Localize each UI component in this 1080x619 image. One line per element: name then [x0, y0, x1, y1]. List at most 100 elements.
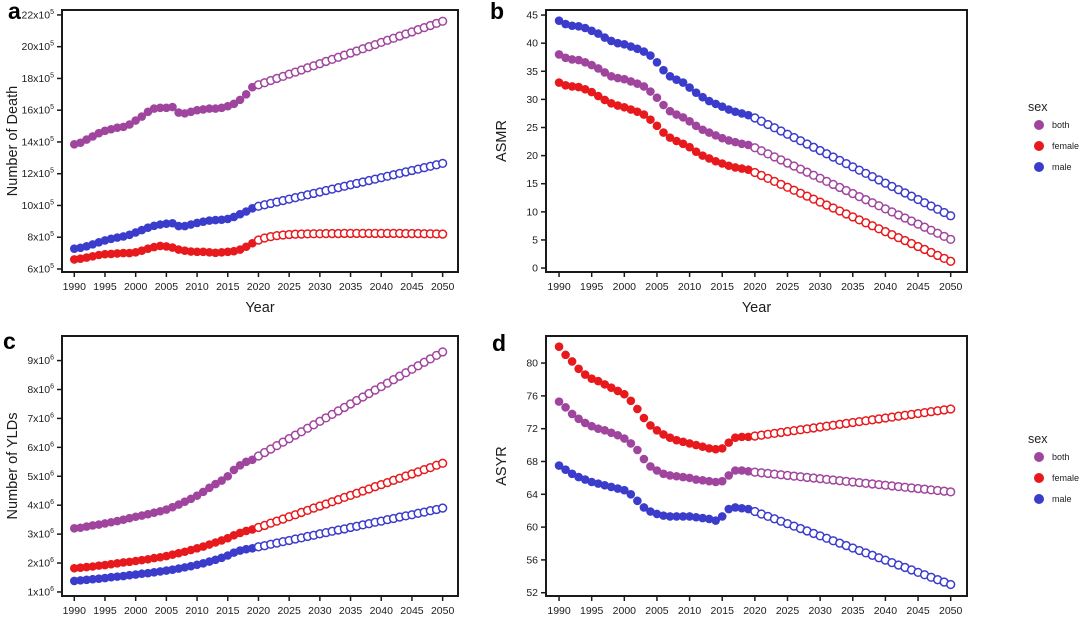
- data-point: [626, 105, 636, 114]
- y-tick-label: 20x105: [21, 41, 54, 54]
- data-point: [737, 109, 747, 118]
- x-tick-label: 2010: [678, 281, 702, 293]
- data-point: [580, 84, 590, 94]
- legend-item-both: both: [1034, 120, 1080, 130]
- data-point: [691, 88, 701, 97]
- y-tick-label: 14x105: [21, 136, 54, 149]
- data-point: [438, 503, 448, 513]
- data-point: [131, 116, 140, 125]
- data-point: [438, 229, 448, 239]
- data-point: [717, 159, 727, 168]
- x-tick-label: 2045: [400, 281, 424, 293]
- y-tick-label: 20: [526, 150, 538, 162]
- x-tick-label: 2010: [678, 605, 702, 617]
- data-point: [600, 480, 610, 490]
- data-point: [730, 433, 740, 442]
- data-point: [698, 92, 707, 102]
- data-point: [652, 426, 662, 435]
- x-tick-label: 2015: [216, 281, 240, 293]
- data-point: [600, 33, 610, 42]
- data-point: [672, 471, 681, 481]
- data-point: [600, 95, 610, 105]
- series-male: [554, 461, 956, 590]
- data-point: [691, 147, 701, 156]
- data-point: [685, 117, 694, 126]
- data-point: [730, 466, 740, 475]
- data-point: [659, 469, 668, 479]
- data-point: [665, 72, 675, 81]
- data-point: [717, 444, 727, 453]
- y-tick-label: 6x106: [27, 441, 54, 454]
- panel-c-plot: 1x106 2x106 3x106 4x106 5x106 6x106 7x106 8x106…: [5, 335, 459, 617]
- data-point: [606, 36, 616, 46]
- legend-item-label: female: [1052, 473, 1080, 483]
- data-point: [652, 509, 662, 519]
- legend-item-label: both: [1052, 452, 1070, 462]
- legend-item-label: male: [1052, 494, 1072, 504]
- data-point: [119, 248, 128, 258]
- data-point: [587, 477, 596, 487]
- plot-border: [61, 9, 459, 273]
- legend-title: sex: [1028, 100, 1048, 114]
- data-point: [205, 248, 214, 257]
- x-tick-label: 1995: [93, 605, 117, 617]
- data-point: [698, 442, 707, 452]
- data-point: [600, 380, 610, 389]
- both-color-dot: [1034, 452, 1044, 462]
- data-point: [229, 99, 239, 109]
- data-point: [438, 458, 448, 468]
- data-point: [724, 161, 734, 171]
- y-tick-label: 68: [526, 456, 538, 468]
- data-point: [711, 444, 721, 454]
- x-tick-label: 2000: [613, 281, 637, 293]
- data-point: [217, 476, 226, 485]
- data-point: [724, 438, 734, 447]
- data-point: [711, 516, 721, 525]
- data-point: [587, 26, 596, 36]
- data-point: [678, 512, 688, 521]
- data-point: [698, 476, 707, 485]
- data-point: [946, 487, 956, 497]
- data-point: [620, 389, 629, 399]
- y-axis: 1x106 2x106 3x106 4x106 5x106 6x106 7x106 8x106…: [27, 355, 62, 598]
- legend-sex-bottom: sex both female male: [1020, 432, 1080, 515]
- data-point: [717, 476, 727, 486]
- x-tick-label: 2030: [808, 605, 832, 617]
- x-tick-label: 2005: [155, 281, 179, 293]
- data-point: [678, 139, 688, 149]
- data-point: [561, 350, 570, 360]
- data-point: [633, 404, 642, 414]
- data-point: [620, 434, 629, 443]
- x-tick-label: 2050: [431, 281, 455, 293]
- x-axis-title: Year: [742, 300, 771, 316]
- data-point: [704, 154, 714, 163]
- panel-a-letter: a: [8, 0, 21, 24]
- data-point: [659, 100, 668, 110]
- data-point: [100, 249, 110, 259]
- data-point: [561, 465, 570, 474]
- data-point: [678, 113, 688, 122]
- data-point: [112, 249, 122, 258]
- data-point: [659, 430, 668, 439]
- data-point: [554, 78, 564, 87]
- female-color-dot: [1034, 473, 1044, 483]
- y-tick-label: 40: [526, 38, 538, 50]
- data-point: [106, 249, 116, 259]
- data-point: [737, 139, 747, 149]
- x-tick-label: 2015: [216, 605, 240, 617]
- data-point: [698, 151, 707, 160]
- data-point: [946, 579, 956, 590]
- panel-b-letter: b: [490, 0, 505, 24]
- data-point: [717, 512, 727, 521]
- x-tick-label: 2005: [645, 281, 669, 293]
- data-point: [574, 55, 583, 65]
- plot-border: [61, 335, 459, 597]
- x-tick-label: 2035: [339, 281, 363, 293]
- data-point: [626, 396, 636, 406]
- data-point: [606, 72, 616, 81]
- data-point: [554, 50, 564, 59]
- x-tick-label: 2040: [370, 281, 394, 293]
- data-point: [737, 164, 747, 173]
- data-point: [580, 475, 590, 484]
